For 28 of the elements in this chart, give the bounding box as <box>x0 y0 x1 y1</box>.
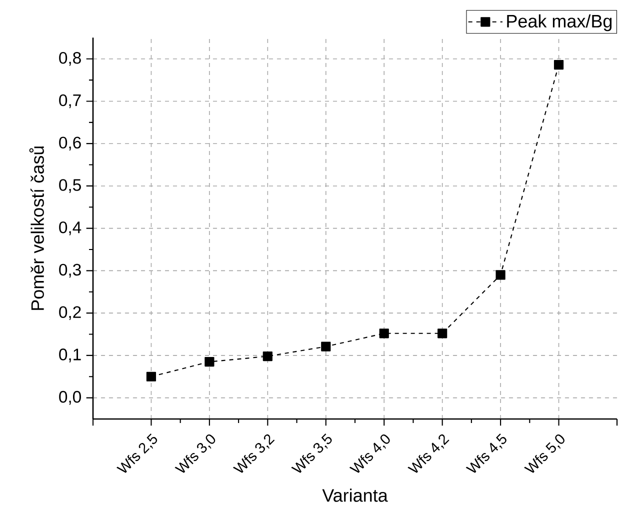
y-tick-label: 0,8 <box>59 52 81 66</box>
x-tick-label: Wfs 3,0 <box>174 434 216 473</box>
y-axis-title: Poměr velikostí časů <box>29 146 44 310</box>
point <box>321 342 331 352</box>
x-tick-label: Wfs 3,5 <box>291 434 332 473</box>
x-tick-label: Wfs 4,0 <box>349 434 390 473</box>
x-tick-label: Wfs 4,5 <box>466 434 506 473</box>
x-tick-label: Wfs 2,5 <box>116 434 158 473</box>
point <box>554 60 564 70</box>
y-tick-label: 0,7 <box>59 94 81 108</box>
y-tick-label: 0,2 <box>59 306 81 320</box>
point <box>438 328 448 338</box>
y-tick-label: 0,6 <box>59 136 81 150</box>
point <box>146 372 156 382</box>
y-tick-label: 0,0 <box>59 390 81 405</box>
x-tick-label: Wfs 5,0 <box>524 434 564 473</box>
x-tick-label: Wfs 4,2 <box>408 434 450 473</box>
x-axis-title: Varianta <box>322 488 388 502</box>
y-tick-label: 0,5 <box>59 179 81 193</box>
point <box>204 356 214 367</box>
point <box>496 270 506 280</box>
point <box>379 328 389 338</box>
y-tick-label: 0,4 <box>59 221 82 236</box>
y-tick-label: 0,3 <box>59 264 81 278</box>
legend-label: Peak max/Bg <box>507 14 612 32</box>
y-tick-label: 0,1 <box>59 348 81 362</box>
point <box>262 351 272 362</box>
x-tick-label: Wfs 3,2 <box>232 434 275 473</box>
